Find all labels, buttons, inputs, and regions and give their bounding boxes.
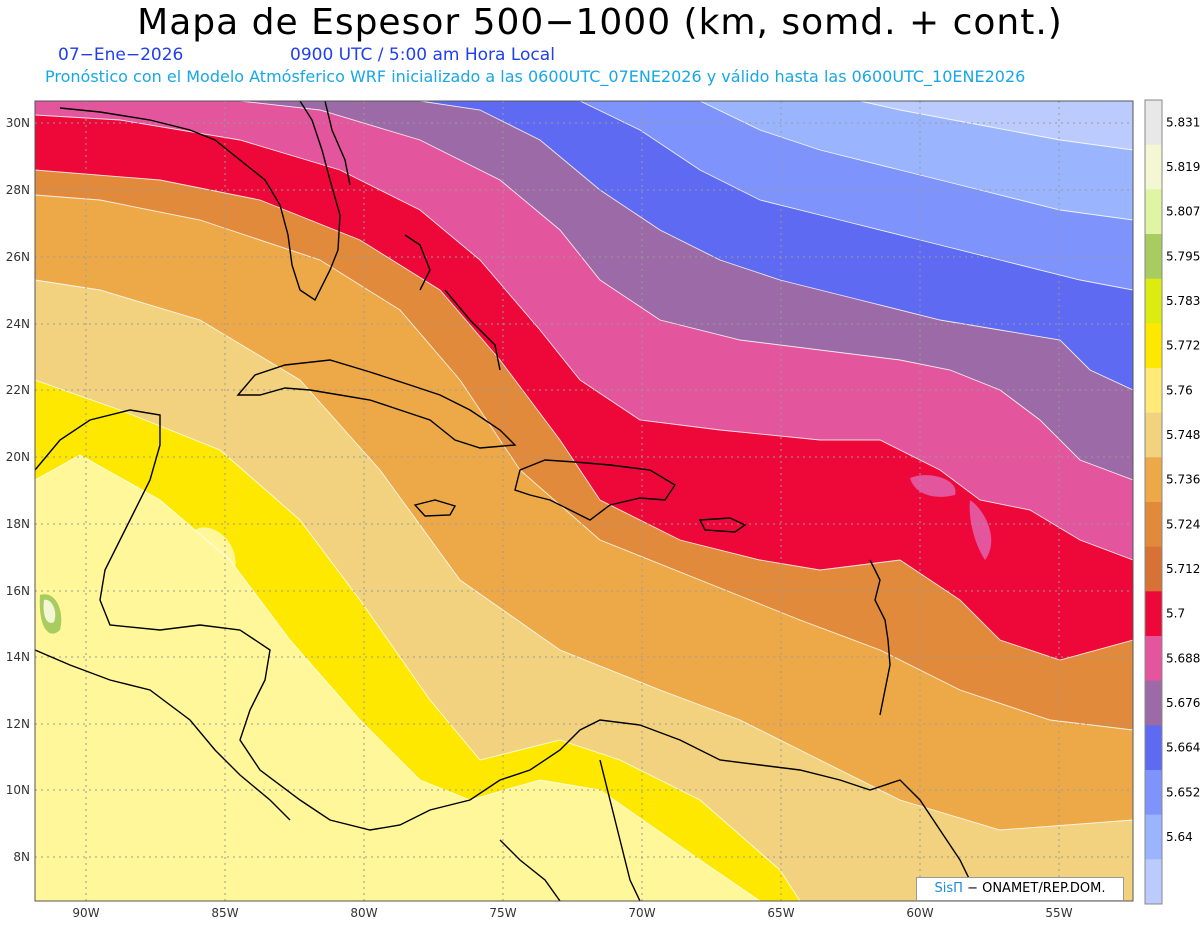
lat-label: 22N [6, 383, 30, 397]
thickness-field [35, 101, 1133, 901]
colorbar-swatch [1145, 412, 1162, 458]
colorbar-swatch [1145, 144, 1162, 190]
colorbar-swatch [1145, 457, 1162, 503]
map-frame [34, 100, 1134, 902]
colorbar-swatch [1145, 770, 1162, 816]
lon-label: 75W [489, 906, 516, 920]
colorbar-label: 5.831 [1166, 115, 1200, 129]
colorbar-swatch [1145, 189, 1162, 235]
colorbar-label: 5.688 [1166, 651, 1200, 665]
colorbar-label: 5.748 [1166, 428, 1200, 442]
colorbar-swatch [1145, 234, 1162, 280]
colorbar-swatch [1145, 814, 1162, 860]
lat-label: 30N [6, 116, 30, 130]
colorbar-label: 5.736 [1166, 473, 1200, 487]
colorbar-swatch [1145, 546, 1162, 592]
colorbar-swatch [1145, 368, 1162, 414]
lat-label: 8N [13, 850, 30, 864]
lat-label: 20N [6, 450, 30, 464]
colorbar-swatch [1145, 859, 1162, 905]
colorbar-frame [1144, 99, 1163, 905]
colorbar-label: 5.76 [1166, 383, 1193, 397]
colorbar-swatch [1145, 591, 1162, 637]
colorbar: 5.831 5.819 5.807 5.795 5.783 5.772 5.76 5.748 5… [1144, 99, 1200, 905]
lon-label: 90W [72, 906, 99, 920]
lon-label: 85W [211, 906, 238, 920]
colorbar-label: 5.664 [1166, 741, 1200, 755]
latitude-axis: 30N 28N 26N 24N 22N 20N 18N 16N 14N 12N … [6, 116, 30, 864]
colorbar-swatch [1145, 323, 1162, 369]
colorbar-label: 5.652 [1166, 785, 1200, 799]
lon-label: 70W [628, 906, 655, 920]
lat-label: 16N [6, 584, 30, 598]
lon-label: 65W [767, 906, 794, 920]
lat-label: 14N [6, 650, 30, 664]
forecast-description: Pronóstico con el Modelo Atmósferico WRF… [45, 67, 1026, 86]
lat-label: 10N [6, 783, 30, 797]
forecast-date: 07−Ene−2026 [58, 45, 184, 65]
colorbar-label: 5.783 [1166, 294, 1200, 308]
colorbar-label: 5.7 [1166, 607, 1185, 621]
credit-box: SisΠ − ONAMET/REP.DOM. [916, 877, 1124, 901]
lat-label: 26N [6, 250, 30, 264]
lat-label: 18N [6, 517, 30, 531]
colorbar-swatch [1145, 502, 1162, 548]
credit-logo: SisΠ [934, 881, 963, 896]
coastlines [35, 101, 981, 901]
lon-label: 60W [906, 906, 933, 920]
lat-label: 28N [6, 183, 30, 197]
credit-text: − ONAMET/REP.DOM. [962, 881, 1106, 896]
colorbar-label: 5.64 [1166, 830, 1193, 844]
lon-label: 55W [1045, 906, 1072, 920]
map-title: Mapa de Espesor 500−1000 (km, somd. + co… [137, 2, 1063, 43]
colorbar-label: 5.819 [1166, 160, 1200, 174]
colorbar-swatch [1145, 636, 1162, 682]
lat-label: 24N [6, 317, 30, 331]
colorbar-swatch [1145, 100, 1162, 146]
colorbar-swatch [1145, 725, 1162, 771]
longitude-axis: 90W 85W 80W 75W 70W 65W 60W 55W [72, 906, 1072, 920]
colorbar-label: 5.772 [1166, 339, 1200, 353]
lat-label: 12N [6, 717, 30, 731]
lon-label: 80W [350, 906, 377, 920]
colorbar-label: 5.712 [1166, 562, 1200, 576]
colorbar-label: 5.807 [1166, 205, 1200, 219]
colorbar-label: 5.795 [1166, 249, 1200, 263]
colorbar-swatch [1145, 680, 1162, 726]
colorbar-label: 5.724 [1166, 517, 1200, 531]
forecast-time: 0900 UTC / 5:00 am Hora Local [290, 45, 555, 65]
colorbar-swatch [1145, 278, 1162, 324]
colorbar-label: 5.676 [1166, 696, 1200, 710]
